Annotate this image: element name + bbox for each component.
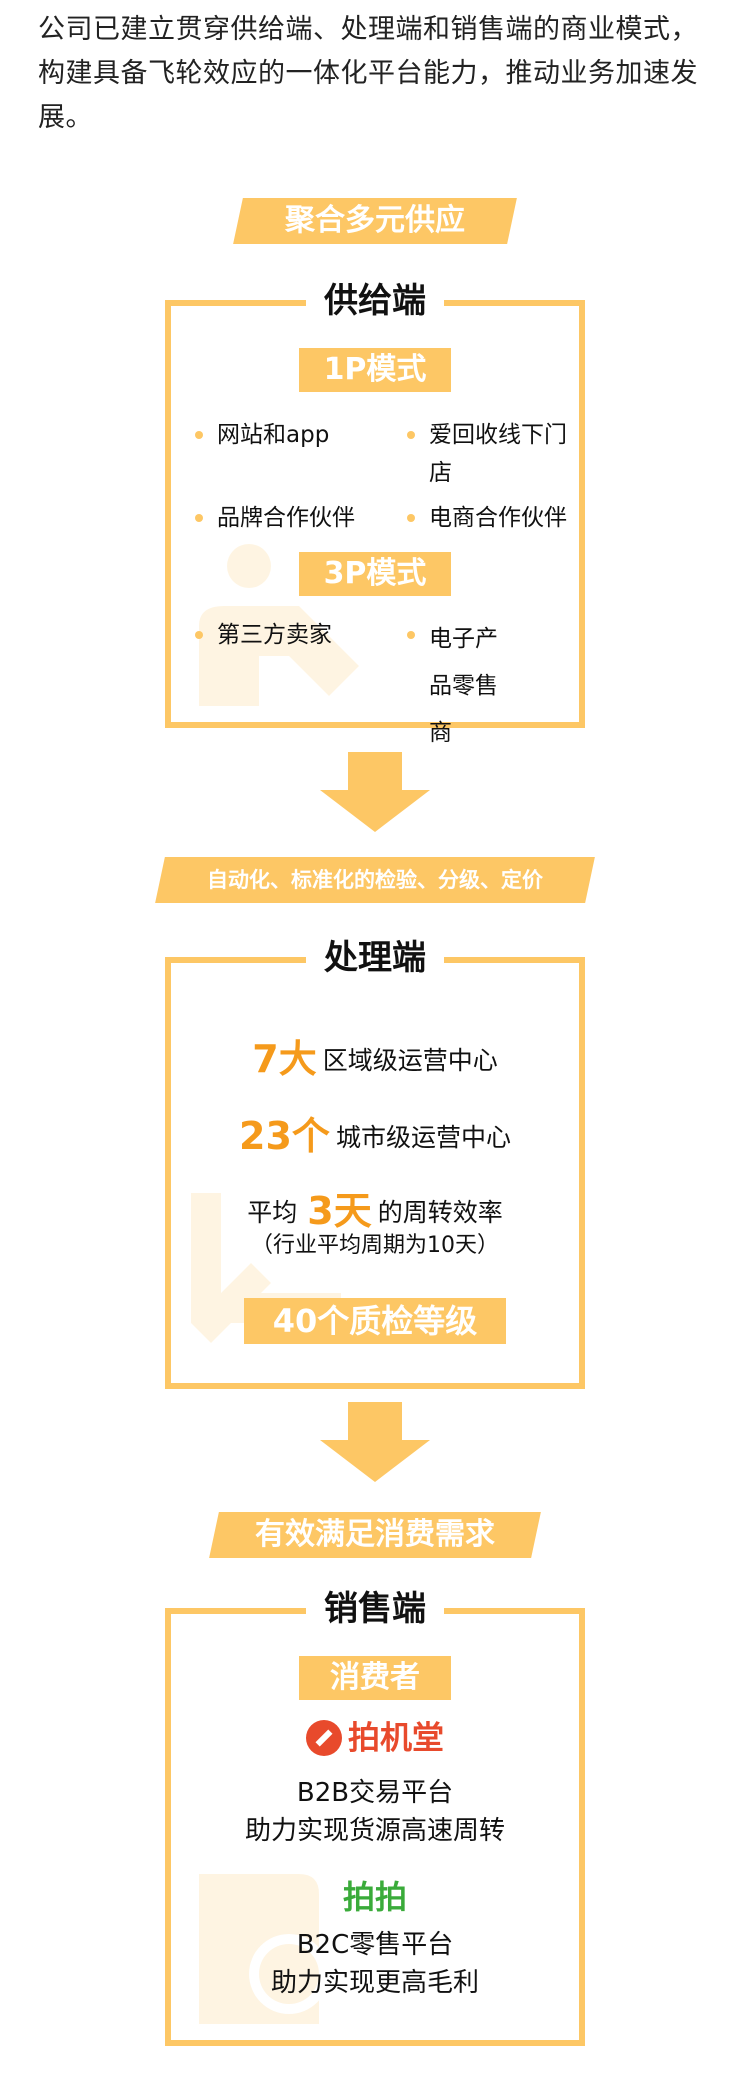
stat-turnover-days: 3天	[307, 1189, 372, 1233]
watermark-wallet-icon	[199, 1874, 329, 2024]
sales-title: 销售端	[306, 1584, 444, 1634]
list-item-ecommerce-partners: 电商合作伙伴	[407, 499, 567, 537]
sales-banner: 有效满足消费需求	[209, 1512, 541, 1558]
brand-paijitang: 拍机堂	[171, 1718, 579, 1762]
list-item-brand-partners: 品牌合作伙伴	[195, 499, 355, 537]
brand1-line1: B2B交易平台	[296, 1778, 454, 1808]
watermark-icon	[199, 544, 359, 706]
list-item-offline-store: 爱回收线下门店	[407, 416, 567, 492]
paijitang-logo-icon	[305, 1719, 342, 1756]
tag-3p: 3P模式	[299, 552, 451, 596]
tag-1p: 1P模式	[299, 348, 451, 392]
intro-paragraph: 公司已建立贯穿供给端、处理端和销售端的商业模式，构建具备飞轮效应的一体化平台能力…	[38, 14, 698, 133]
brand2-line1: B2C零售平台	[296, 1930, 454, 1960]
stat-regional-count: 7大	[252, 1037, 317, 1081]
brand2-line2: 助力实现更高毛利	[270, 1968, 479, 1998]
list-item-third-party-sellers: 第三方卖家	[195, 616, 332, 654]
down-arrow-icon	[320, 1402, 430, 1482]
stat-regional-centers: 7大 区域级运营中心	[252, 1037, 498, 1081]
supply-frame: 供给端 1P模式 网站和app 爱回收线下门店 品牌合作伙伴 电商合作伙伴 3P…	[165, 276, 585, 746]
supply-banner: 聚合多元供应	[233, 198, 517, 244]
brand1-line2: 助力实现货源高速周转	[244, 1816, 505, 1846]
processing-banner: 自动化、标准化的检验、分级、定价	[155, 857, 595, 903]
stat-city-count: 23个	[239, 1114, 330, 1158]
brand-paipai: 拍拍	[342, 1878, 407, 1916]
sales-frame: 销售端 消费者 拍机堂 B2B交易平台 助力实现货源高速周转 拍拍 B2C零售平…	[165, 1584, 585, 2046]
tag-consumers: 消费者	[299, 1656, 451, 1700]
processing-frame: 处理端 7大 区域级运营中心 23个 城市级运营中心 平均 3天 的周转效率 （行业平均…	[165, 933, 585, 1389]
stat-turnover-note: （行业平均周期为10天）	[251, 1233, 499, 1258]
list-item-website-app: 网站和app	[195, 416, 329, 454]
down-arrow-icon	[320, 752, 430, 832]
processing-title: 处理端	[306, 933, 444, 983]
list-item-electronics-retailers: 电子产品零售商	[407, 616, 517, 757]
quality-grades-tag: 40个质检等级	[244, 1298, 506, 1344]
supply-title: 供给端	[306, 276, 444, 326]
stat-city-centers: 23个 城市级运营中心	[239, 1114, 511, 1158]
stat-turnover: 平均 3天 的周转效率	[247, 1189, 503, 1233]
